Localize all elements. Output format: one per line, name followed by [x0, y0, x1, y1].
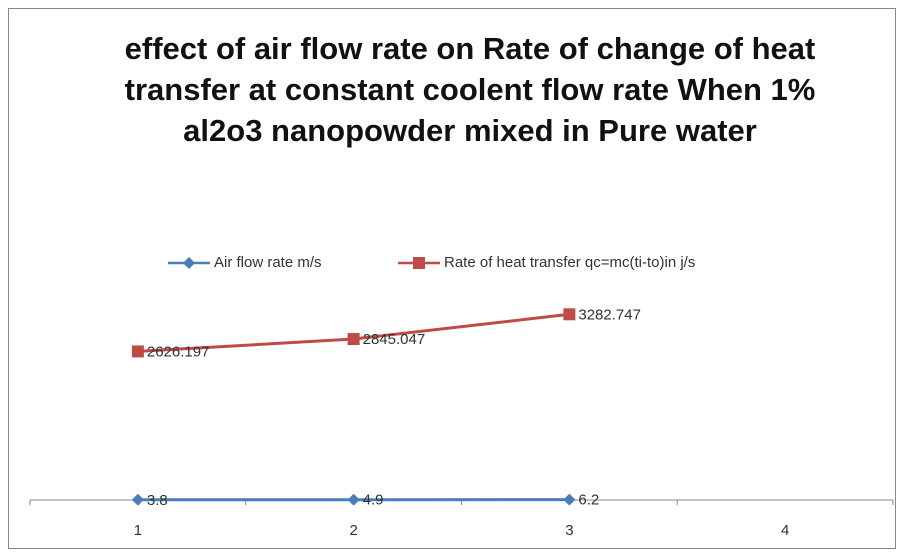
data-point [347, 493, 360, 506]
chart-title: effect of air flow rate on Rate of chang… [124, 31, 816, 148]
data-label: 2845.047 [363, 331, 426, 348]
data-point [563, 493, 576, 506]
data-label: 4.9 [363, 492, 384, 509]
x-tick-label: 3 [565, 522, 573, 539]
legend-label: Air flow rate m/s [214, 254, 322, 271]
x-tick-label: 1 [134, 522, 142, 539]
legend-marker [183, 257, 195, 269]
data-point [347, 333, 360, 346]
x-tick-label: 2 [349, 522, 357, 539]
legend-marker [413, 257, 425, 269]
data-label: 6.2 [578, 492, 599, 509]
x-tick-label: 4 [781, 522, 789, 539]
data-label: 3.8 [147, 492, 168, 509]
data-point [131, 345, 144, 358]
data-point [131, 493, 144, 506]
data-label: 3282.747 [578, 306, 641, 323]
data-label: 2626.197 [147, 343, 210, 360]
legend-label: Rate of heat transfer qc=mc(ti-to)in j/s [444, 254, 695, 271]
chart-border [8, 8, 896, 549]
data-point [563, 308, 576, 321]
